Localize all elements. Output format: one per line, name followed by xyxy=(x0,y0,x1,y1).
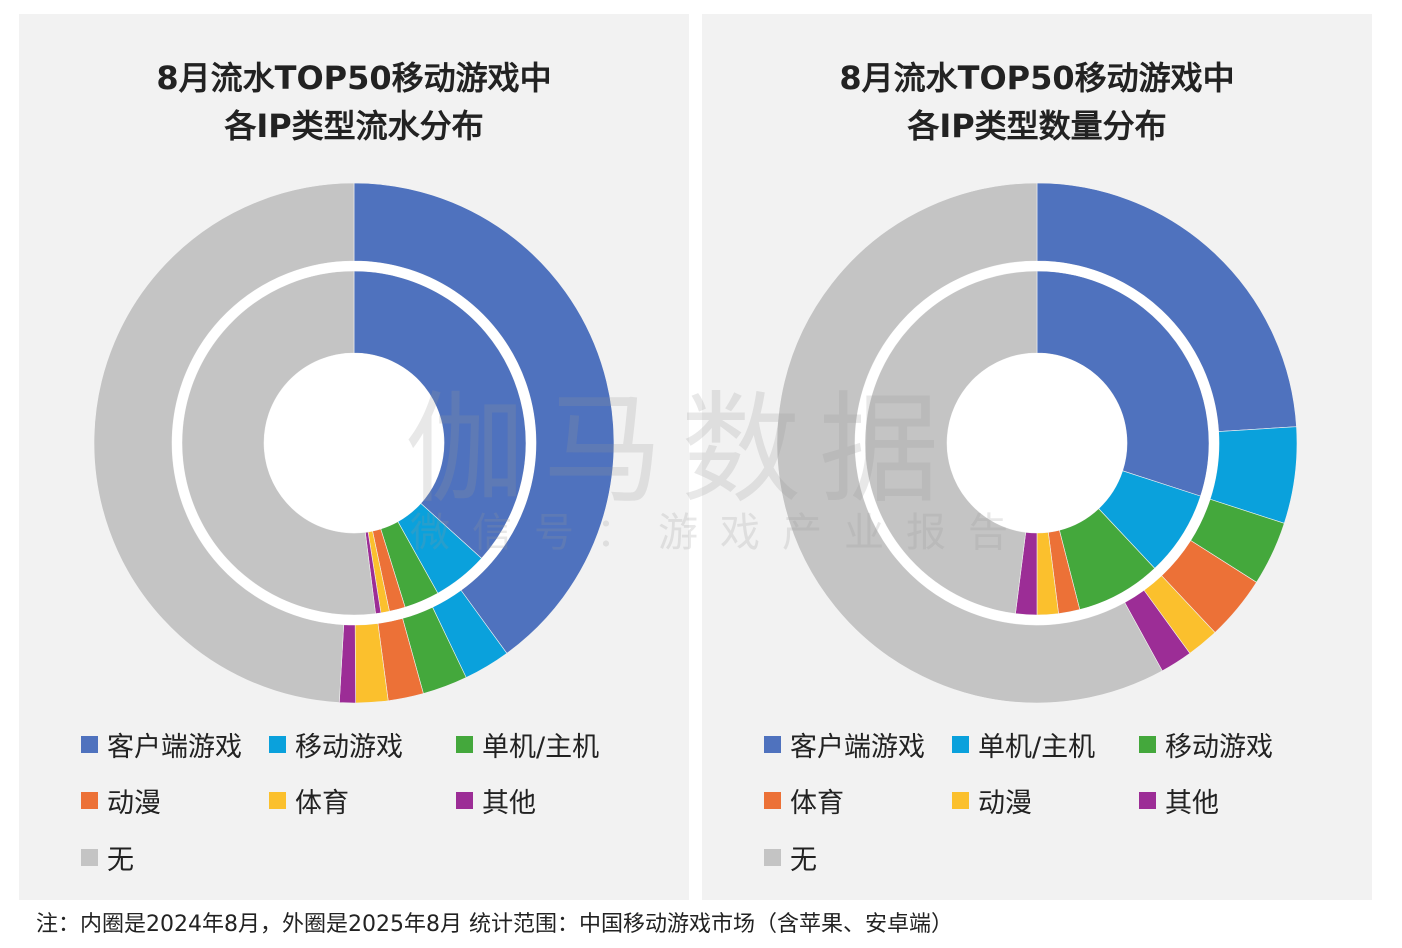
legend-swatch xyxy=(269,791,286,809)
legend-swatch xyxy=(456,791,473,809)
legend-item: 体育 xyxy=(764,782,844,819)
chart-panel-left: 8月流水TOP50移动游戏中 各IP类型流水分布 客户端游戏 移动游戏 单机/主机动… xyxy=(19,14,689,900)
legend-swatch xyxy=(1139,735,1156,753)
legend-label: 无 xyxy=(790,844,817,876)
legend-label: 无 xyxy=(107,844,134,876)
legend-label: 体育 xyxy=(790,787,844,819)
legend-label: 动漫 xyxy=(978,787,1032,819)
legend-swatch xyxy=(81,848,98,866)
legend-item: 客户端游戏 xyxy=(81,726,242,763)
donut-chart-left xyxy=(93,182,615,704)
legend-swatch xyxy=(456,735,473,753)
legend-item: 单机/主机 xyxy=(952,726,1096,763)
legend-label: 其他 xyxy=(1165,787,1219,819)
legend-label: 其他 xyxy=(482,787,536,819)
legend-label: 移动游戏 xyxy=(1165,731,1273,763)
legend-swatch xyxy=(269,735,286,753)
legend-item: 无 xyxy=(764,839,817,876)
legend-item: 体育 xyxy=(269,782,349,819)
chart-title-line-2: 各IP类型流水分布 xyxy=(224,107,484,145)
legend-label: 动漫 xyxy=(107,787,161,819)
legend-label: 单机/主机 xyxy=(482,731,600,763)
legend-label: 客户端游戏 xyxy=(790,731,925,763)
legend-swatch xyxy=(1139,791,1156,809)
legend-swatch xyxy=(952,791,969,809)
legend-item: 移动游戏 xyxy=(269,726,403,763)
chart-title-left: 8月流水TOP50移动游戏中 各IP类型流水分布 xyxy=(19,54,689,150)
legend-item: 无 xyxy=(81,839,134,876)
legend-item: 移动游戏 xyxy=(1139,726,1273,763)
donut-chart-right xyxy=(776,182,1298,704)
legend-swatch xyxy=(952,735,969,753)
legend-label: 体育 xyxy=(295,787,349,819)
legend-swatch xyxy=(81,735,98,753)
legend-swatch xyxy=(764,735,781,753)
chart-title-line-2: 各IP类型数量分布 xyxy=(907,107,1167,145)
ring-separator xyxy=(855,261,1219,625)
legend-swatch xyxy=(81,791,98,809)
legend-label: 客户端游戏 xyxy=(107,731,242,763)
donut-hole xyxy=(947,353,1127,533)
legend-item: 客户端游戏 xyxy=(764,726,925,763)
legend-item: 单机/主机 xyxy=(456,726,600,763)
donut-hole xyxy=(264,353,444,533)
chart-title-right: 8月流水TOP50移动游戏中 各IP类型数量分布 xyxy=(702,54,1372,150)
legend-item: 动漫 xyxy=(81,782,161,819)
legend-label: 单机/主机 xyxy=(978,731,1096,763)
legend-swatch xyxy=(764,848,781,866)
inner-ring-slice-6 xyxy=(181,270,376,616)
footnote: 注：内圈是2024年8月，外圈是2025年8月 统计范围：中国移动游戏市场（含苹… xyxy=(36,912,953,937)
legend-item: 动漫 xyxy=(952,782,1032,819)
legend-item: 其他 xyxy=(456,782,536,819)
legend-label: 移动游戏 xyxy=(295,731,403,763)
ring-separator xyxy=(172,261,536,625)
chart-title-line-1: 8月流水TOP50移动游戏中 xyxy=(156,59,552,97)
chart-panel-right: 8月流水TOP50移动游戏中 各IP类型数量分布 客户端游戏 单机/主机 移动游戏体… xyxy=(702,14,1372,900)
chart-title-line-1: 8月流水TOP50移动游戏中 xyxy=(839,59,1235,97)
legend-item: 其他 xyxy=(1139,782,1219,819)
legend-swatch xyxy=(764,791,781,809)
